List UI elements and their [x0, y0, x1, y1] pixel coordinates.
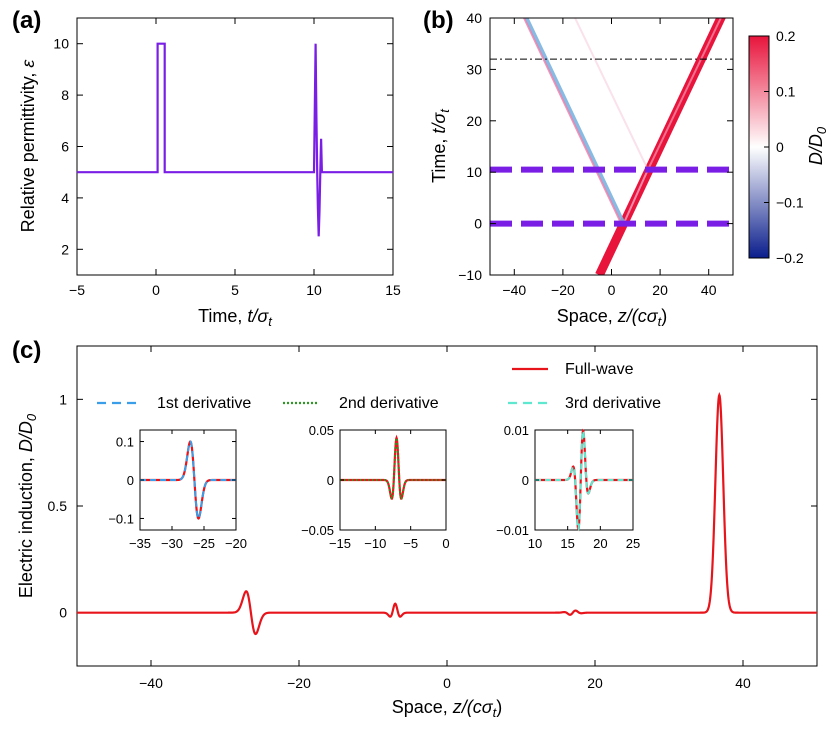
x-tick-label: 20	[593, 536, 607, 551]
legend-label-4: 3rd derivative	[565, 395, 661, 412]
x-tick-label: 15	[560, 536, 574, 551]
x-tick-label: −20	[551, 282, 575, 298]
legend-label-1: Full-wave	[565, 361, 634, 378]
colorbar-tick-label: 0.1	[776, 84, 796, 100]
panel-c: (c) −40 −20 0 20 40 0 0.5 1 −35 −30 −25 −20 0.1 0 −0.…	[12, 337, 818, 720]
x-tick-label: 25	[626, 536, 640, 551]
wave-ray	[523, 18, 623, 225]
panel-b: (b) −40 −20 0 20 40 −10 0 10 20 30 40 Space, z/(cσ…	[423, 7, 829, 329]
y-tick-label: 6	[61, 139, 69, 155]
wave-ray	[647, 18, 722, 171]
y-tick-label: 0	[127, 473, 134, 488]
inset-derivative	[340, 434, 446, 500]
x-tick-label: −10	[364, 536, 386, 551]
y-tick-label: −0.05	[301, 523, 334, 538]
y-tick-label: 4	[61, 190, 69, 206]
panel-c-label: (c)	[12, 337, 41, 364]
panel-a-xlabel: Time, t/σt	[198, 306, 273, 329]
y-tick-label: 20	[466, 113, 482, 129]
x-tick-label: −5	[69, 282, 85, 298]
panel-a: (a) −5 0 5 10 15 2 4 6 8 10 Time, t/σt Relative p…	[12, 7, 401, 329]
panel-a-frame	[76, 17, 394, 276]
y-tick-label: 2	[61, 241, 69, 257]
x-tick-label: −20	[287, 675, 311, 691]
y-tick-label: 0	[327, 473, 334, 488]
x-tick-label: −40	[139, 675, 163, 691]
y-tick-label: 8	[61, 87, 69, 103]
heatmap-background	[490, 18, 733, 275]
wave-ray	[574, 18, 649, 171]
panel-a-ylabel: Relative permittivity, ε	[18, 59, 38, 233]
x-tick-label: 20	[587, 675, 603, 691]
inset-2: −15 −10 −5 0 0.05 0 −0.05	[301, 423, 450, 551]
x-tick-label: 0	[608, 282, 616, 298]
panel-b-label: (b)	[423, 7, 454, 34]
inset-derivative	[535, 428, 633, 532]
colorbar-tick-label: 0.2	[776, 28, 796, 44]
y-tick-label: 10	[466, 164, 482, 180]
panel-c-insets: −35 −30 −25 −20 0.1 0 −0.1 −15 −10 −5 0 0.05 0 −0.05 1…	[108, 423, 640, 551]
x-tick-label: −25	[193, 536, 215, 551]
x-tick-label: 40	[701, 282, 717, 298]
x-tick-label: 10	[528, 536, 542, 551]
x-tick-label: 20	[652, 282, 668, 298]
legend: Full-wave 1st derivative 2nd derivative 3rd…	[97, 361, 661, 412]
x-tick-label: −40	[502, 282, 526, 298]
panel-b-xlabel: Space, z/(cσt)	[557, 306, 668, 329]
panel-c-ticks: −40 −20 0 20 40 0 0.5 1	[48, 346, 817, 691]
y-tick-label: −0.1	[108, 511, 134, 526]
panel-a-label: (a)	[12, 7, 41, 34]
panel-b-ylabel: Time, t/σt	[429, 108, 452, 183]
permittivity-line	[77, 42, 393, 237]
y-tick-label: 10	[53, 36, 69, 52]
legend-label-2: 1st derivative	[157, 395, 251, 412]
y-tick-label: 30	[466, 61, 482, 77]
y-tick-label: −0.01	[496, 523, 529, 538]
legend-label-3: 2nd derivative	[339, 395, 439, 412]
x-tick-label: 15	[385, 282, 401, 298]
panel-b-ticks: −40 −20 0 20 40 −10 0 10 20 30 40	[458, 10, 733, 298]
x-tick-label: 0	[152, 282, 160, 298]
full-wave-line	[77, 392, 817, 636]
colorbar-tick-label: −0.1	[776, 195, 804, 211]
x-tick-label: 5	[231, 282, 239, 298]
colorbar-ticks: 0.2 0.1 0 −0.1 −0.2	[764, 28, 804, 266]
x-tick-label: 0	[442, 536, 449, 551]
panel-c-xlabel: Space, z/(cσt)	[392, 697, 503, 720]
x-tick-label: −30	[161, 536, 183, 551]
colorbar-tick-label: 0	[776, 139, 784, 155]
wave-ray	[524, 18, 626, 225]
wave-ray	[622, 169, 649, 225]
y-tick-label: 1	[59, 391, 67, 407]
inset-derivative	[140, 440, 236, 520]
x-tick-label: −20	[225, 536, 247, 551]
panel-a-ticks: −5 0 5 10 15 2 4 6 8 10	[53, 18, 401, 298]
y-tick-label: 0	[522, 473, 529, 488]
y-tick-label: 0	[59, 605, 67, 621]
y-tick-label: 0.5	[48, 498, 68, 514]
x-tick-label: 10	[306, 282, 322, 298]
x-tick-label: −35	[129, 536, 151, 551]
y-tick-label: 0	[474, 216, 482, 232]
inset-3: 10 15 20 25 0.01 0 −0.01	[496, 423, 640, 551]
y-tick-label: 0.05	[309, 423, 334, 438]
y-tick-label: 0.1	[116, 435, 134, 450]
x-tick-label: −5	[403, 536, 418, 551]
colorbar-tick-label: −0.2	[776, 250, 804, 266]
x-tick-label: −15	[329, 536, 351, 551]
panel-b-heatmap	[490, 18, 733, 275]
x-tick-label: 40	[735, 675, 751, 691]
y-tick-label: 40	[466, 10, 482, 26]
y-tick-label: −10	[458, 267, 482, 283]
colorbar-label: D/D0	[806, 126, 829, 165]
inset-1: −35 −30 −25 −20 0.1 0 −0.1	[108, 429, 247, 551]
y-tick-label: 0.01	[504, 423, 529, 438]
x-tick-label: 0	[443, 675, 451, 691]
panel-c-ylabel: Electric induction, D/D0	[16, 413, 39, 598]
